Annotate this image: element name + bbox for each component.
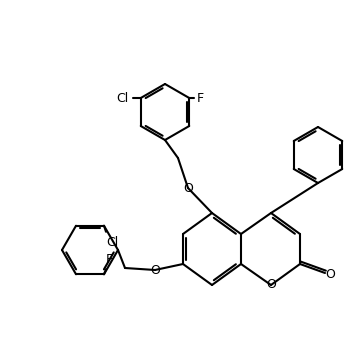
Text: O: O	[150, 263, 160, 277]
Text: O: O	[183, 181, 193, 195]
Text: O: O	[325, 268, 335, 282]
Text: O: O	[266, 278, 276, 292]
Text: Cl: Cl	[106, 236, 118, 249]
Text: F: F	[197, 91, 204, 105]
Text: Cl: Cl	[116, 91, 129, 105]
Text: F: F	[106, 253, 113, 266]
